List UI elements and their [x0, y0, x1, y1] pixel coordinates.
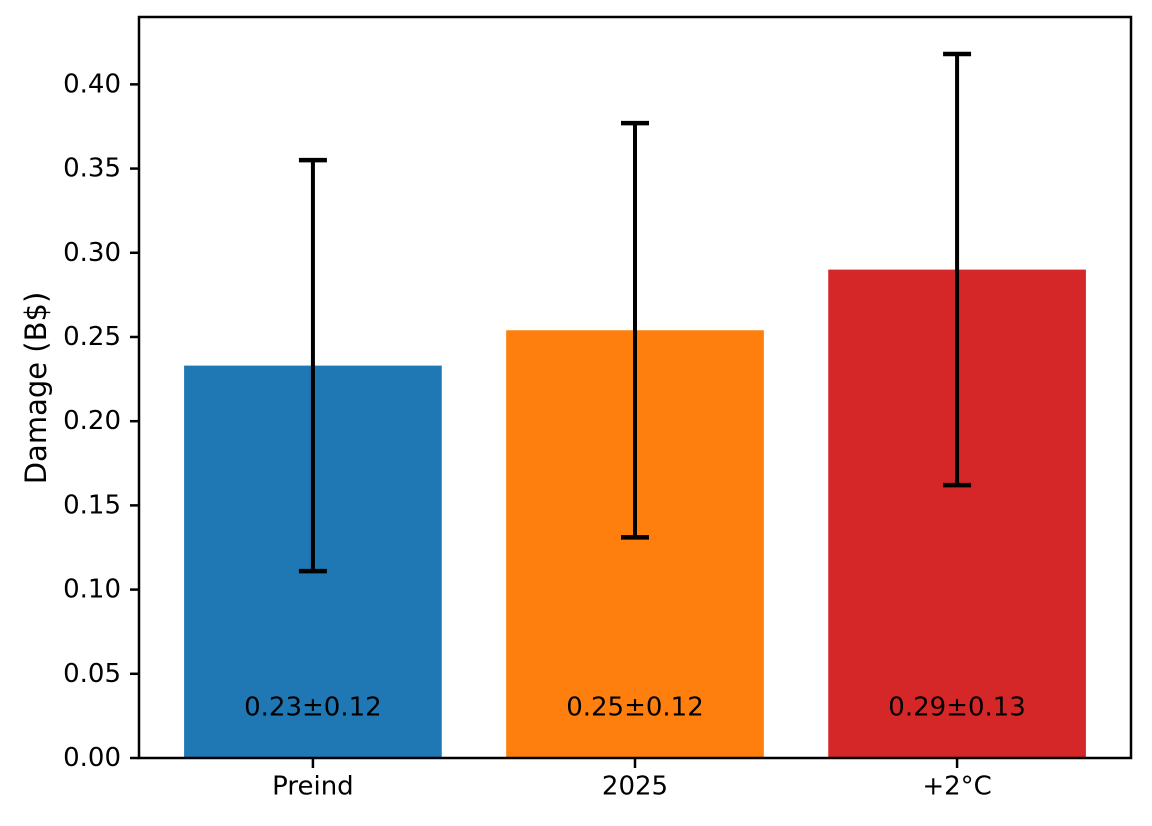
- y-tick-label: 0.25: [63, 322, 121, 352]
- y-tick-label: 0.20: [63, 406, 121, 436]
- y-tick-label: 0.00: [63, 743, 121, 773]
- y-tick-label: 0.35: [63, 154, 121, 184]
- y-axis-label: Damage (B$): [19, 292, 53, 485]
- x-tick-label: 2025: [602, 771, 668, 801]
- bar-value-label: 0.25±0.12: [566, 692, 704, 722]
- y-tick-label: 0.05: [63, 659, 121, 689]
- y-tick-label: 0.30: [63, 238, 121, 268]
- y-tick-label: 0.10: [63, 575, 121, 605]
- bar-value-label: 0.23±0.12: [244, 692, 382, 722]
- y-tick-label: 0.40: [63, 69, 121, 99]
- y-tick-label: 0.15: [63, 490, 121, 520]
- x-tick-label: +2°C: [922, 771, 991, 801]
- x-tick-label: Preind: [272, 771, 354, 801]
- bar-value-label: 0.29±0.13: [888, 692, 1026, 722]
